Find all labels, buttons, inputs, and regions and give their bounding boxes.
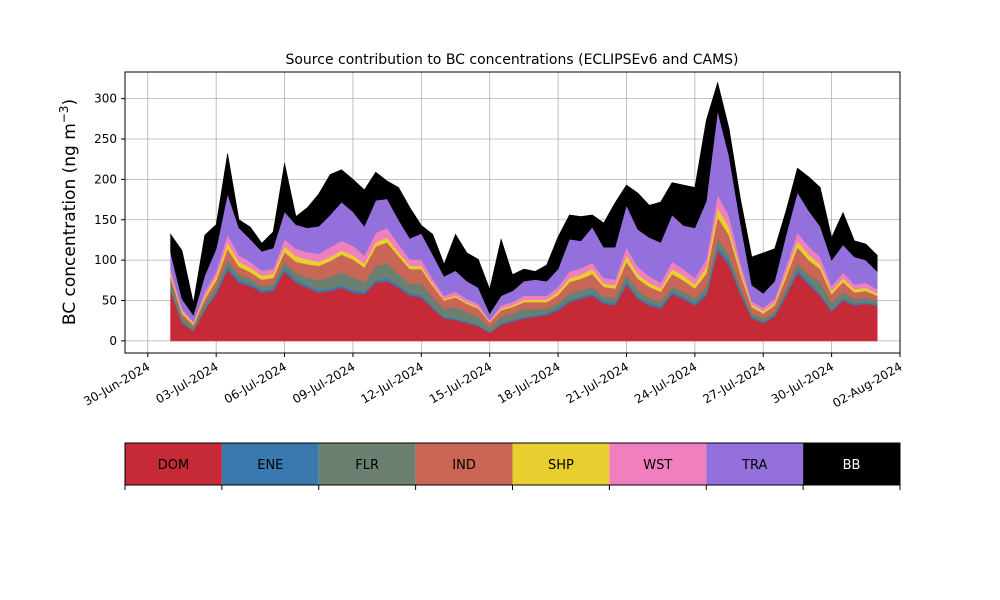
x-tick-label: 12-Jul-2024 bbox=[359, 359, 426, 406]
legend-label-ene: ENE bbox=[257, 458, 283, 473]
x-tick-label: 30-Jul-2024 bbox=[769, 359, 836, 406]
x-tick-label: 27-Jul-2024 bbox=[700, 359, 767, 406]
x-tick-label: 02-Aug-2024 bbox=[830, 359, 904, 410]
legend-label-dom: DOM bbox=[158, 458, 189, 473]
legend-label-tra: TRA bbox=[741, 458, 767, 473]
x-tick-label: 21-Jul-2024 bbox=[564, 359, 631, 406]
x-tick-label: 06-Jul-2024 bbox=[222, 359, 289, 406]
plot-frame bbox=[124, 71, 901, 354]
chart-title: Source contribution to BC concentrations… bbox=[285, 52, 738, 68]
legend-label-ind: IND bbox=[452, 458, 476, 473]
y-tick-label: 150 bbox=[94, 213, 117, 227]
y-tick-label: 200 bbox=[94, 172, 117, 186]
area-bb bbox=[170, 81, 878, 316]
legend-swatch-shp bbox=[512, 443, 610, 485]
y-axis-label-text: BC concentration (ng m bbox=[60, 123, 80, 325]
legend-swatch-flr bbox=[318, 443, 416, 485]
y-tick-label: 0 bbox=[109, 334, 117, 348]
legend-colorbar: DOM ENE FLR IND SHP WST TRA BB bbox=[124, 442, 901, 490]
y-axis-label-superscript: −3 bbox=[57, 105, 71, 123]
legend-label-bb: BB bbox=[843, 458, 861, 473]
x-tick-label: 18-Jul-2024 bbox=[495, 359, 562, 406]
legend-label-wst: WST bbox=[643, 458, 672, 473]
x-tick-label: 30-Jun-2024 bbox=[81, 359, 152, 408]
legend-label-shp: SHP bbox=[548, 458, 574, 473]
x-tick-label: 15-Jul-2024 bbox=[427, 359, 494, 406]
y-tick-label: 100 bbox=[94, 253, 117, 267]
x-tick-label: 24-Jul-2024 bbox=[632, 359, 699, 406]
x-tick-label: 09-Jul-2024 bbox=[290, 359, 357, 406]
y-tick-label: 50 bbox=[102, 294, 117, 308]
y-axis-label-close: ) bbox=[60, 99, 80, 106]
legend-swatch-dom bbox=[125, 443, 222, 485]
legend-swatch-wst bbox=[609, 443, 707, 485]
legend-label-flr: FLR bbox=[355, 458, 379, 473]
legend-swatch-ind bbox=[415, 443, 513, 485]
y-tick-label: 300 bbox=[94, 92, 117, 106]
x-tick-label: 03-Jul-2024 bbox=[153, 359, 220, 406]
x-axis: 30-Jun-2024 03-Jul-2024 06-Jul-2024 09-Jul-… bbox=[81, 353, 905, 410]
y-axis: 0 50 100 150 200 250 300 bbox=[94, 92, 125, 348]
legend-swatch-ene bbox=[221, 443, 319, 485]
legend-swatch-tra bbox=[706, 443, 804, 485]
stacked-areas bbox=[170, 81, 878, 342]
y-axis-label: BC concentration (ng m−3) bbox=[57, 99, 80, 325]
legend-swatch-bb bbox=[803, 443, 900, 485]
y-tick-label: 250 bbox=[94, 132, 117, 146]
